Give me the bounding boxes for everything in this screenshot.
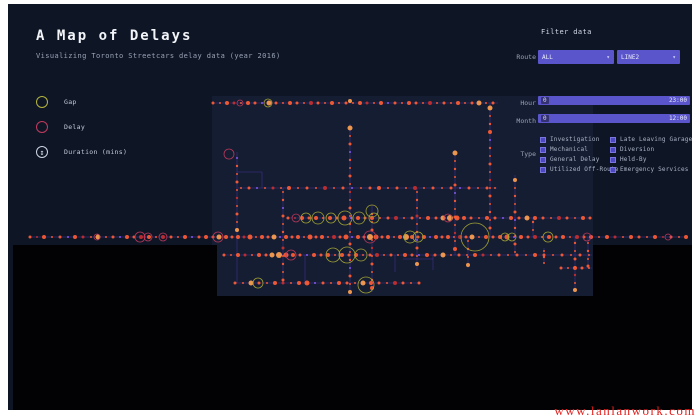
chevron-down-icon: ▾ — [606, 53, 610, 61]
route-label: Route — [516, 53, 536, 61]
map-panel — [212, 96, 593, 296]
type-option-mechanical[interactable]: Mechanical — [540, 146, 619, 153]
checkbox-icon[interactable] — [540, 146, 546, 153]
checkbox-icon[interactable] — [540, 136, 546, 143]
watermark: www.lanlanwork.com — [554, 403, 696, 418]
month-label: Month — [516, 117, 536, 125]
checkbox-icon[interactable] — [540, 156, 546, 163]
page-title: A Map of Delays — [36, 28, 193, 44]
legend-item-gap: Gap — [36, 95, 127, 109]
legend-item-delay: Delay — [36, 120, 127, 134]
gap-circle-icon — [36, 96, 48, 108]
page-subtitle: Visualizing Toronto Streetcars delay dat… — [36, 52, 281, 60]
type-label: Type — [520, 150, 536, 158]
filter-heading: Filter data — [541, 28, 592, 36]
route-select-1[interactable]: ALL ▾ — [538, 50, 614, 64]
route-select-1-value: ALL — [542, 53, 553, 61]
checkbox-icon[interactable] — [610, 146, 616, 153]
duration-arrow-icon: ↕ — [36, 146, 48, 158]
month-slider-min-handle[interactable]: 0 — [541, 115, 549, 122]
route-select-2-value: LINE2 — [621, 53, 640, 61]
type-column-2: Late Leaving Garage Diversion Held-By Em… — [610, 136, 692, 176]
month-slider[interactable]: 0 12:00 — [538, 114, 690, 123]
checkbox-icon[interactable] — [610, 156, 616, 163]
type-option-held-by[interactable]: Held-By — [610, 156, 692, 163]
type-option-late-leaving-garage[interactable]: Late Leaving Garage — [610, 136, 692, 143]
checkbox-icon[interactable] — [610, 136, 616, 143]
black-region-center — [217, 296, 593, 410]
type-option-investigation[interactable]: Investigation — [540, 136, 619, 143]
type-option-general-delay[interactable]: General Delay — [540, 156, 619, 163]
type-option-emergency-services[interactable]: Emergency Services — [610, 166, 692, 173]
hour-slider-min-handle[interactable]: 0 — [541, 97, 549, 104]
month-slider-max-value[interactable]: 12:00 — [668, 115, 687, 122]
route-select-2[interactable]: LINE2 ▾ — [617, 50, 680, 64]
black-region-left — [13, 245, 217, 410]
black-region-right — [593, 245, 692, 410]
legend: Gap Delay ↕ Duration (mins) — [36, 95, 127, 170]
hour-slider-max-value[interactable]: 23:00 — [668, 97, 687, 104]
type-option-utilized-off-route[interactable]: Utilized Off-Route — [540, 166, 619, 173]
chevron-down-icon: ▾ — [672, 53, 676, 61]
delay-circle-icon — [36, 121, 48, 133]
hour-label: Hour — [520, 99, 536, 107]
legend-label: Duration (mins) — [64, 148, 128, 156]
type-column-1: Investigation Mechanical General Delay U… — [540, 136, 619, 176]
checkbox-icon[interactable] — [610, 166, 616, 173]
checkbox-icon[interactable] — [540, 166, 546, 173]
hour-slider[interactable]: 0 23:00 — [538, 96, 690, 105]
legend-label: Gap — [64, 98, 77, 106]
legend-label: Delay — [64, 123, 86, 131]
legend-item-duration: ↕ Duration (mins) — [36, 145, 127, 159]
type-option-diversion[interactable]: Diversion — [610, 146, 692, 153]
